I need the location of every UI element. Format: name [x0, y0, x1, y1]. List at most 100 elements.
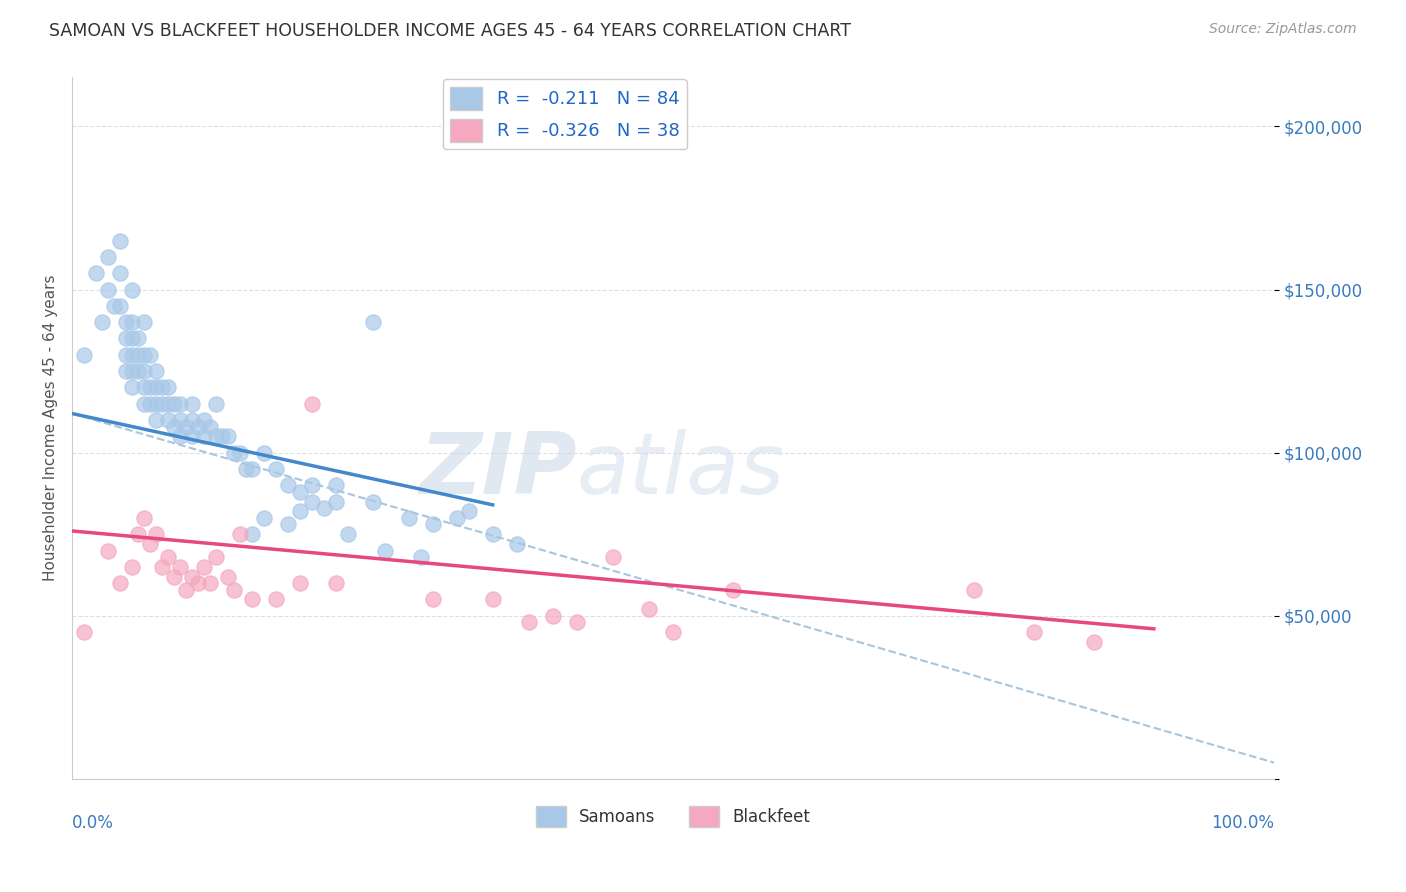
Point — [1022, 625, 1045, 640]
Point — [187, 576, 209, 591]
Point — [253, 511, 276, 525]
Point — [290, 504, 312, 518]
Point — [91, 315, 114, 329]
Point — [134, 397, 156, 411]
Point — [240, 592, 263, 607]
Point — [565, 615, 588, 630]
Point — [157, 413, 180, 427]
Point — [121, 331, 143, 345]
Point — [290, 576, 312, 591]
Y-axis label: Householder Income Ages 45 - 64 years: Householder Income Ages 45 - 64 years — [44, 275, 58, 582]
Point — [314, 501, 336, 516]
Point — [200, 419, 222, 434]
Text: SAMOAN VS BLACKFEET HOUSEHOLDER INCOME AGES 45 - 64 YEARS CORRELATION CHART: SAMOAN VS BLACKFEET HOUSEHOLDER INCOME A… — [49, 22, 851, 40]
Point — [337, 527, 360, 541]
Point — [73, 348, 96, 362]
Point — [121, 348, 143, 362]
Point — [169, 559, 191, 574]
Point — [200, 576, 222, 591]
Point — [211, 429, 233, 443]
Point — [446, 511, 468, 525]
Point — [229, 527, 252, 541]
Point — [157, 380, 180, 394]
Point — [541, 608, 564, 623]
Point — [163, 419, 186, 434]
Point — [115, 315, 138, 329]
Point — [145, 364, 167, 378]
Point — [962, 582, 984, 597]
Point — [422, 517, 444, 532]
Point — [266, 592, 288, 607]
Text: ZIP: ZIP — [419, 429, 576, 512]
Point — [134, 348, 156, 362]
Point — [108, 234, 131, 248]
Point — [139, 537, 162, 551]
Text: Source: ZipAtlas.com: Source: ZipAtlas.com — [1209, 22, 1357, 37]
Point — [457, 504, 479, 518]
Point — [422, 592, 444, 607]
Legend: Samoans, Blackfeet: Samoans, Blackfeet — [529, 799, 817, 834]
Point — [325, 478, 347, 492]
Text: 0.0%: 0.0% — [72, 814, 114, 832]
Point — [134, 511, 156, 525]
Point — [134, 315, 156, 329]
Point — [127, 348, 149, 362]
Point — [193, 559, 215, 574]
Point — [108, 266, 131, 280]
Point — [150, 397, 173, 411]
Point — [517, 615, 540, 630]
Point — [181, 569, 204, 583]
Point — [217, 569, 239, 583]
Point — [301, 494, 323, 508]
Point — [181, 429, 204, 443]
Point — [235, 462, 257, 476]
Point — [134, 364, 156, 378]
Point — [193, 429, 215, 443]
Point — [115, 348, 138, 362]
Point — [115, 331, 138, 345]
Point — [134, 380, 156, 394]
Point — [169, 397, 191, 411]
Point — [187, 419, 209, 434]
Point — [121, 283, 143, 297]
Point — [325, 494, 347, 508]
Point — [181, 397, 204, 411]
Point — [277, 517, 299, 532]
Text: atlas: atlas — [576, 429, 785, 512]
Point — [662, 625, 685, 640]
Point — [150, 380, 173, 394]
Point — [145, 397, 167, 411]
Point — [103, 299, 125, 313]
Point — [253, 445, 276, 459]
Point — [181, 413, 204, 427]
Point — [157, 397, 180, 411]
Point — [121, 315, 143, 329]
Point — [229, 445, 252, 459]
Point — [290, 484, 312, 499]
Point — [721, 582, 744, 597]
Point — [217, 429, 239, 443]
Point — [361, 315, 384, 329]
Point — [301, 478, 323, 492]
Point — [409, 550, 432, 565]
Point — [127, 527, 149, 541]
Point — [205, 397, 228, 411]
Point — [139, 380, 162, 394]
Point — [1083, 635, 1105, 649]
Point — [97, 283, 120, 297]
Point — [115, 364, 138, 378]
Point — [139, 348, 162, 362]
Point — [127, 364, 149, 378]
Point — [169, 413, 191, 427]
Point — [602, 550, 624, 565]
Point — [127, 331, 149, 345]
Point — [174, 582, 197, 597]
Point — [205, 429, 228, 443]
Point — [108, 576, 131, 591]
Point — [277, 478, 299, 492]
Point — [97, 250, 120, 264]
Point — [325, 576, 347, 591]
Point — [193, 413, 215, 427]
Point — [224, 582, 246, 597]
Point — [240, 527, 263, 541]
